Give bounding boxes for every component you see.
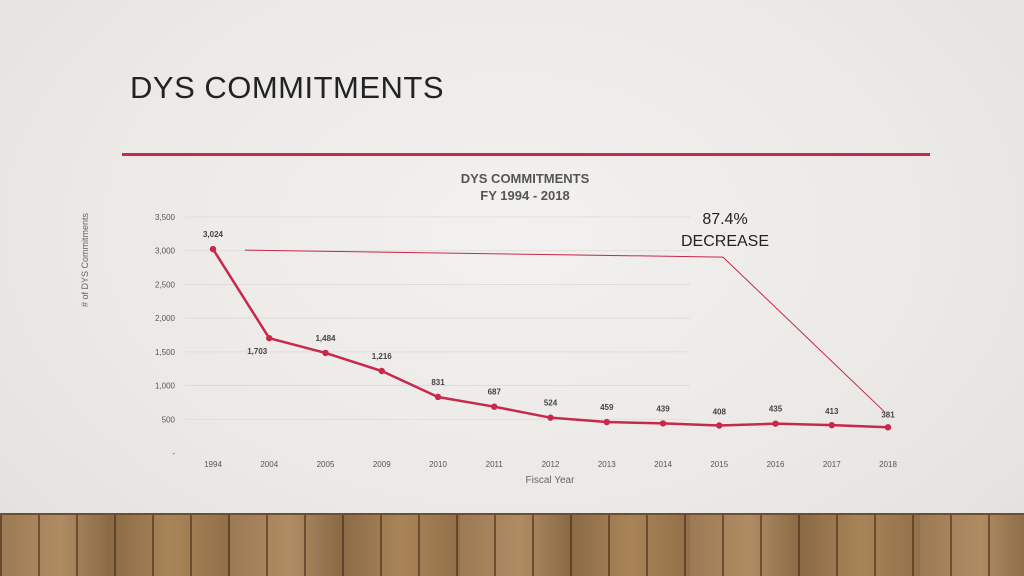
- data-point: [547, 414, 554, 421]
- x-tick-label: 2018: [879, 460, 897, 469]
- x-tick-label: 2015: [710, 460, 728, 469]
- data-label: 3,024: [203, 230, 224, 239]
- data-label: 439: [656, 404, 670, 413]
- data-point: [716, 422, 723, 429]
- data-label: 435: [769, 405, 783, 414]
- callout-decrease: DECREASE: [680, 233, 770, 250]
- x-tick-label: 2013: [598, 460, 616, 469]
- data-label: 459: [600, 403, 614, 412]
- x-tick-label: 2016: [767, 460, 785, 469]
- data-point: [491, 403, 498, 410]
- x-tick-label: 2009: [373, 460, 391, 469]
- data-point: [434, 393, 442, 401]
- data-label: 524: [544, 399, 558, 408]
- data-point: [772, 420, 779, 427]
- x-tick-label: 2012: [542, 460, 560, 469]
- data-label: 413: [825, 407, 839, 416]
- x-tick-label: 2011: [486, 460, 504, 469]
- x-tick-label: 2014: [654, 460, 672, 469]
- x-tick-label: 2017: [823, 460, 841, 469]
- y-tick-label: 2,000: [155, 314, 176, 323]
- callout-connector: [244, 249, 886, 413]
- callout-percent: 87.4%: [702, 211, 748, 228]
- data-point: [603, 418, 610, 426]
- data-label: 1,216: [372, 352, 393, 361]
- data-point: [209, 245, 217, 253]
- data-point: [266, 334, 273, 342]
- data-label: 381: [881, 410, 895, 419]
- x-tick-label: 2010: [429, 460, 447, 469]
- chart-title: DYS COMMITMENTS: [460, 171, 590, 186]
- title-divider: [122, 153, 930, 156]
- y-tick-label: 500: [162, 415, 176, 424]
- data-label: 1,484: [315, 334, 336, 343]
- y-tick-label: 2,500: [155, 280, 176, 289]
- data-label: 408: [713, 407, 727, 416]
- data-point: [322, 349, 329, 357]
- data-point: [378, 367, 385, 375]
- x-tick-label: 2004: [260, 460, 278, 469]
- slide-title: DYS COMMITMENTS: [130, 70, 445, 105]
- y-tick-label: 3,000: [155, 247, 176, 256]
- data-point: [884, 424, 892, 431]
- x-tick-label: 2005: [317, 460, 335, 469]
- data-point: [659, 420, 667, 427]
- y-tick-label: 1,500: [155, 348, 176, 357]
- data-label: 831: [431, 378, 445, 387]
- chart-subtitle: FY 1994 - 2018: [480, 188, 570, 203]
- wood-floor-decoration: [0, 515, 1024, 576]
- data-point: [828, 421, 835, 429]
- x-axis-label: Fiscal Year: [525, 475, 575, 486]
- y-tick-label: 3,500: [155, 213, 176, 222]
- y-tick-label: -: [172, 449, 175, 458]
- data-label: 1,703: [247, 347, 268, 356]
- y-tick-label: 1,000: [155, 382, 176, 391]
- data-label: 687: [488, 388, 502, 397]
- x-tick-label: 1994: [204, 460, 222, 469]
